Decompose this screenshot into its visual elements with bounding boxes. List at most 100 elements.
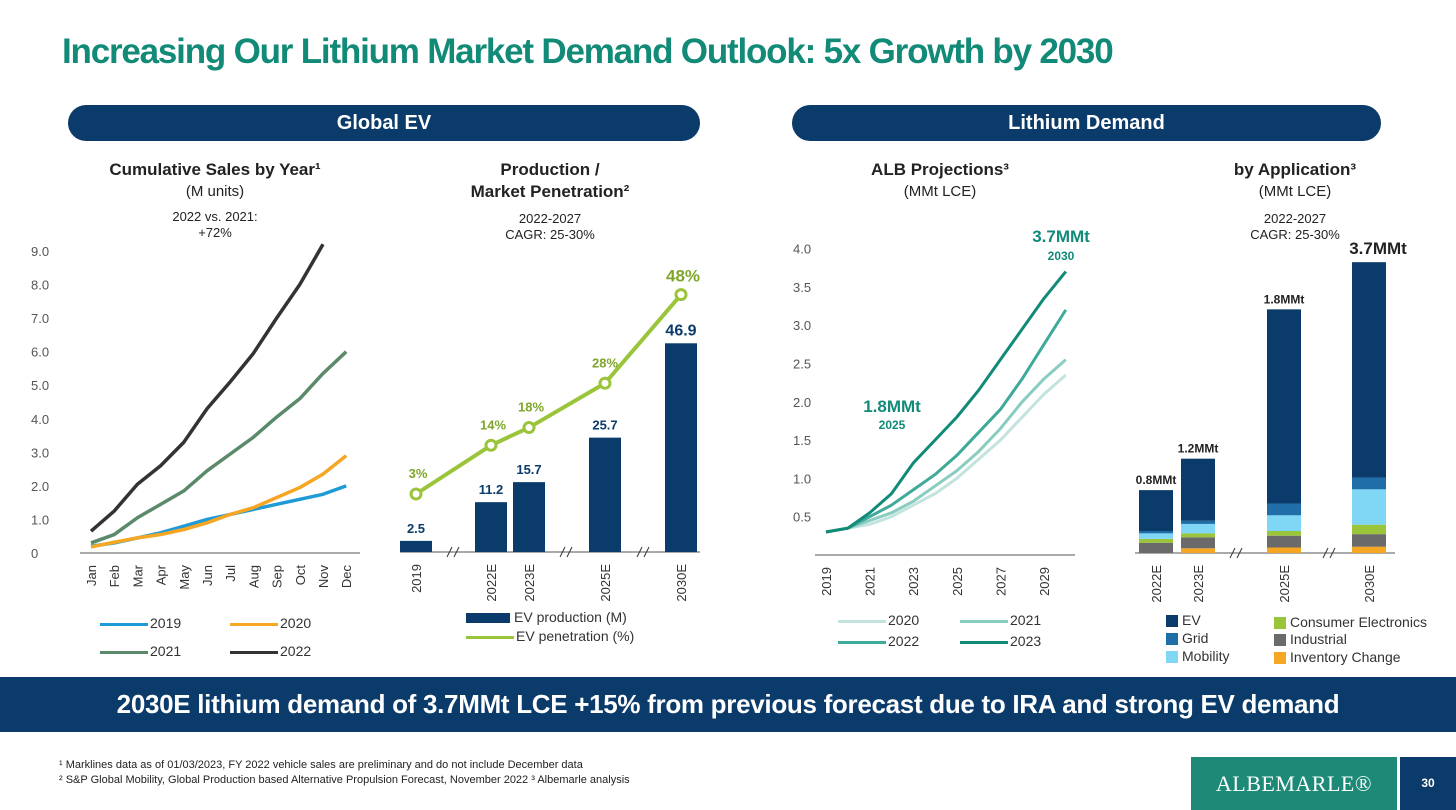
cumulative-unit: (M units) — [185, 183, 245, 200]
production-axis-break-2-b — [643, 546, 650, 558]
sales-series-line-2021 — [90, 350, 348, 545]
legend-swatch-alb-2022 — [838, 640, 886, 644]
alb-annotation-2025-year: 2025 — [879, 418, 906, 432]
application-segment-2022E-ev — [1139, 490, 1173, 531]
application-segment-2025E-consumer-electronics — [1267, 530, 1301, 536]
legend-item-industrial: Industrial — [1274, 631, 1347, 647]
sales-x-tick-label: Dec — [339, 565, 354, 589]
legend-item-2019: 2019 — [100, 615, 181, 631]
application-total-label: 3.7MMt — [1349, 239, 1407, 258]
production-axis-break-1-a — [559, 546, 566, 558]
penetration-point-2019 — [409, 487, 423, 501]
legend-swatch-alb-2020 — [838, 619, 886, 623]
legend-label-inventory-change: Inventory Change — [1290, 649, 1401, 665]
application-x-tick-label: 2023E — [1191, 565, 1206, 603]
sales-y-tick-label: 8.0 — [31, 278, 49, 293]
application-cagr-line1: 2022-2027 — [1263, 211, 1327, 226]
legend-swatch-ev-production — [466, 613, 510, 624]
penetration-line — [414, 293, 683, 496]
sales-y-tick-label: 9.0 — [31, 244, 49, 259]
sales-x-tick-label: Jan — [84, 565, 99, 586]
sales-x-tick-label: Apr — [154, 564, 169, 585]
production-cagr-line2: CAGR: 25-30% — [505, 227, 595, 242]
application-segment-2023E-grid — [1181, 520, 1215, 524]
penetration-label: 48% — [666, 267, 700, 286]
production-title-line2: Market Penetration² — [470, 182, 630, 201]
alb-annotation-2030: 3.7MMt — [1032, 227, 1090, 246]
alb-x-tick-label: 2023 — [906, 567, 921, 596]
production-bar-label: 46.9 — [665, 322, 696, 339]
penetration-point-2023E — [522, 421, 536, 435]
legend-item-consumer-electronics: Consumer Electronics — [1274, 614, 1427, 630]
sales-x-tick-label: Feb — [107, 565, 122, 587]
legend-label-2019: 2019 — [150, 615, 182, 631]
penetration-point-2025E — [598, 376, 612, 390]
production-bar-2019 — [400, 540, 432, 552]
legend-swatch-mobility — [1166, 651, 1178, 664]
production-axis-break-0-a — [446, 546, 453, 558]
alb-x-tick-label: 2021 — [863, 567, 878, 596]
application-segment-2030E-ev — [1352, 262, 1386, 478]
legend-item-alb-2021: 2021 — [960, 612, 1041, 628]
alb-series-line-2021 — [825, 358, 1067, 534]
legend-label-2020: 2020 — [280, 615, 312, 631]
albemarle-logo: ALBEMARLE® — [1191, 757, 1397, 810]
legend-swatch-2020 — [230, 622, 278, 626]
legend-swatch-ev-penetration — [466, 635, 514, 639]
alb-y-tick-label: 3.0 — [793, 318, 811, 333]
alb-y-tick-label: 0.5 — [793, 510, 811, 525]
alb-x-tick-label: 2027 — [993, 567, 1008, 596]
legend-label-mobility: Mobility — [1182, 648, 1230, 664]
production-bar-2023E — [513, 482, 545, 552]
application-segment-2030E-grid — [1352, 477, 1386, 490]
sales-y-tick-label: 3.0 — [31, 445, 49, 460]
penetration-point-2022E — [484, 438, 498, 452]
production-axis-break-2-a — [636, 546, 643, 558]
production-title-block: Production / Market Penetration² — [430, 159, 670, 203]
application-segment-2025E-grid — [1267, 503, 1301, 516]
application-axis-break-1-a — [1322, 547, 1329, 559]
production-title-line1: Production / — [500, 160, 600, 179]
production-axis-break-0-b — [453, 546, 460, 558]
application-total-label: 1.8MMt — [1264, 292, 1305, 306]
application-segment-2030E-consumer-electronics — [1352, 524, 1386, 535]
alb-title-block: ALB Projections³ (MMt LCE) — [820, 159, 1060, 203]
legend-label-ev-production: EV production (M) — [514, 609, 627, 625]
production-x-tick-label: 2019 — [409, 564, 424, 593]
legend-swatch-consumer-electronics — [1274, 617, 1286, 630]
legend-label-industrial: Industrial — [1290, 631, 1347, 647]
alb-y-tick-label: 1.5 — [793, 433, 811, 448]
application-segment-2023E-industrial — [1181, 537, 1215, 549]
alb-annotation-2025: 1.8MMt — [863, 397, 921, 416]
application-segment-2030E-industrial — [1352, 534, 1386, 547]
legend-swatch-alb-2021 — [960, 619, 1008, 623]
application-segment-2025E-mobility — [1267, 515, 1301, 531]
footnote-1: ¹ Marklines data as of 01/03/2023, FY 20… — [59, 759, 583, 771]
cumulative-growth: 2022 vs. 2021: +72% — [110, 209, 320, 241]
application-unit: (MMt LCE) — [1258, 183, 1332, 200]
takeaway-banner: 2030E lithium demand of 3.7MMt LCE +15% … — [0, 677, 1456, 732]
cumulative-title-block: Cumulative Sales by Year¹ (M units) — [60, 159, 370, 203]
application-axis-break-0-b — [1236, 547, 1243, 559]
growth-line1: 2022 vs. 2021: — [172, 209, 258, 224]
legend-swatch-2021 — [100, 650, 148, 654]
sales-x-tick-label: Jul — [223, 565, 238, 582]
alb-annotation-2030-year: 2030 — [1048, 249, 1075, 263]
legend-item-alb-2020: 2020 — [838, 612, 919, 628]
application-segment-2022E-industrial — [1139, 542, 1173, 553]
alb-series-line-2020 — [825, 373, 1067, 534]
sales-x-tick-label: Mar — [130, 564, 145, 587]
production-x-tick-label: 2022E — [484, 564, 499, 602]
production-x-tick-label: 2023E — [522, 564, 537, 602]
sales-y-tick-label: 2.0 — [31, 479, 49, 494]
legend-label-ev-penetration: EV penetration (%) — [516, 628, 635, 644]
sales-series-line-2022 — [89, 243, 325, 533]
sales-y-tick-label: 5.0 — [31, 378, 49, 393]
sales-x-tick-label: May — [177, 565, 192, 590]
alb-title: ALB Projections³ — [871, 160, 1009, 179]
alb-x-tick-label: 2019 — [819, 567, 834, 596]
application-segment-2022E-consumer-electronics — [1139, 538, 1173, 543]
legend-label-ev: EV — [1182, 612, 1201, 628]
penetration-point-2030E — [674, 288, 688, 302]
legend-item-alb-2022: 2022 — [838, 633, 919, 649]
